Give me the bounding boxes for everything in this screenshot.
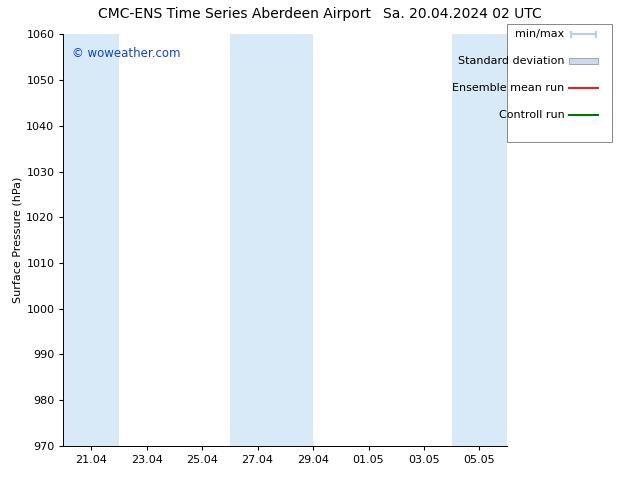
Y-axis label: Surface Pressure (hPa): Surface Pressure (hPa) [12,177,22,303]
Text: CMC-ENS Time Series Aberdeen Airport: CMC-ENS Time Series Aberdeen Airport [98,7,371,22]
Text: Sa. 20.04.2024 02 UTC: Sa. 20.04.2024 02 UTC [384,7,542,22]
Bar [63,34,119,446]
Text: Ensemble mean run: Ensemble mean run [452,83,564,93]
Text: min/max: min/max [515,29,564,39]
Text: Standard deviation: Standard deviation [458,56,564,66]
Bar [451,34,507,446]
FancyBboxPatch shape [569,58,597,64]
Bar [230,34,313,446]
Text: Controll run: Controll run [498,110,564,120]
Text: © woweather.com: © woweather.com [72,47,181,60]
